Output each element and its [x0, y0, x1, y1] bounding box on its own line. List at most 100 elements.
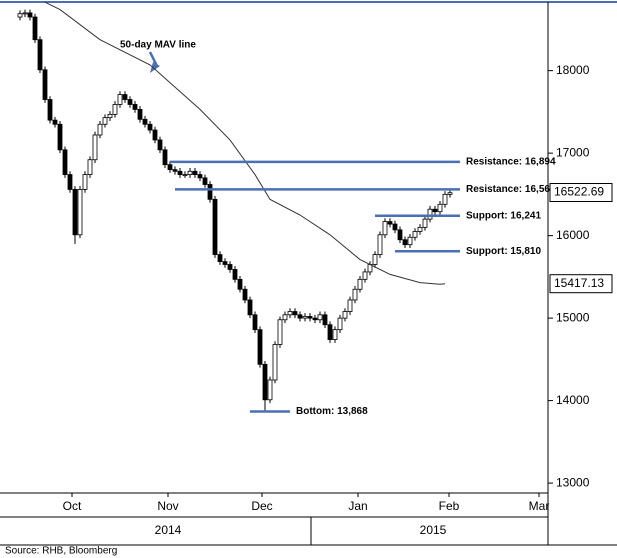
- level-label: Resistance: 16,560: [466, 184, 556, 195]
- x-tick-label: Oct: [63, 499, 82, 513]
- candle-body: [182, 174, 188, 176]
- x-tick-label: Dec: [251, 499, 272, 513]
- candle-body: [362, 271, 368, 280]
- candle-body: [337, 317, 343, 331]
- candle-body: [47, 99, 53, 121]
- candle-body: [287, 311, 293, 316]
- price-label: 16522.69: [554, 185, 604, 199]
- candle-body: [82, 174, 88, 190]
- candle-body: [342, 311, 348, 319]
- candle-body: [322, 314, 328, 326]
- candle-body: [147, 123, 153, 131]
- source: Source: RHB, Bloomberg: [5, 546, 117, 557]
- candle-body: [257, 329, 263, 365]
- candle-body: [437, 203, 443, 213]
- candle-body: [417, 226, 423, 232]
- candle-body: [252, 314, 258, 331]
- candle-body: [302, 316, 308, 319]
- candle-body: [327, 324, 333, 340]
- candle-body: [172, 169, 178, 172]
- candle-body: [122, 94, 128, 100]
- y-tick-label: 17000: [556, 145, 590, 159]
- candle-body: [137, 109, 143, 120]
- year-label: 2015: [420, 523, 447, 537]
- candle-body: [57, 123, 63, 151]
- candle-body: [447, 192, 453, 195]
- annotation-arrowhead: [150, 62, 160, 73]
- candle-body: [332, 329, 338, 340]
- candle-body: [312, 317, 318, 321]
- candle-body: [32, 16, 38, 41]
- candle-body: [372, 254, 378, 265]
- level-label: Support: 16,241: [466, 210, 541, 221]
- candle-body: [17, 13, 23, 18]
- candle-body: [377, 234, 383, 255]
- candle-body: [387, 221, 393, 225]
- candle-body: [297, 314, 303, 319]
- y-tick-label: 13000: [556, 475, 590, 489]
- x-tick-label: Feb: [439, 499, 460, 513]
- candle-body: [92, 134, 98, 161]
- x-tick-label: Jan: [348, 499, 367, 513]
- candle-body: [282, 314, 288, 321]
- candle-body: [247, 299, 253, 316]
- candle-body: [197, 174, 203, 179]
- candle-body: [212, 198, 218, 255]
- candle-body: [27, 12, 33, 18]
- candle-body: [412, 231, 418, 238]
- candle-body: [97, 123, 103, 136]
- y-tick-label: 16000: [556, 228, 590, 242]
- candle-body: [427, 208, 433, 220]
- candle-body: [442, 193, 448, 205]
- candle-body: [277, 319, 283, 345]
- candle-body: [272, 344, 278, 381]
- candle-body: [382, 221, 388, 236]
- price-box: [549, 274, 613, 294]
- candle-body: [237, 278, 243, 290]
- candle-body: [117, 94, 123, 105]
- level-label: Bottom: 13,868: [296, 406, 368, 417]
- candle-body: [152, 129, 158, 141]
- candle-body: [402, 239, 408, 246]
- candle-body: [392, 223, 398, 231]
- candle-body: [77, 189, 83, 236]
- candle-body: [292, 311, 298, 316]
- candle-body: [87, 159, 93, 175]
- mav-line: [44, 1, 446, 285]
- candle-body: [157, 139, 163, 151]
- candle-body: [167, 164, 173, 171]
- candle-body: [262, 363, 268, 401]
- x-tick-label: Mar: [529, 499, 550, 513]
- candle-body: [67, 174, 73, 190]
- candle-body: [127, 99, 133, 105]
- candle-body: [227, 264, 233, 270]
- candle-body: [432, 208, 438, 213]
- candle-body: [142, 118, 148, 125]
- candle-body: [132, 104, 138, 110]
- candle-body: [162, 149, 168, 166]
- level-label: Resistance: 16,894: [466, 157, 556, 168]
- candle-body: [187, 170, 193, 175]
- price-label: 15417.13: [554, 276, 604, 290]
- candle-body: [207, 184, 213, 200]
- candle-body: [62, 149, 68, 175]
- candle-body: [222, 261, 228, 265]
- candle-body: [317, 314, 323, 321]
- candle-body: [407, 236, 413, 246]
- y-tick-label: 14000: [556, 393, 590, 407]
- candle-body: [42, 69, 48, 100]
- y-tick-label: 18000: [556, 63, 590, 77]
- candle-body: [202, 177, 208, 185]
- candle-body: [232, 269, 238, 280]
- candle-body: [352, 288, 358, 301]
- year-label: 2014: [155, 523, 182, 537]
- level-label: Support: 15,810: [466, 246, 541, 257]
- candle-body: [242, 288, 248, 301]
- candle-body: [37, 39, 43, 71]
- candle-body: [52, 119, 58, 125]
- candle-body: [217, 254, 223, 263]
- candle-body: [22, 12, 28, 15]
- candle-body: [307, 316, 313, 319]
- candle-body: [102, 117, 108, 125]
